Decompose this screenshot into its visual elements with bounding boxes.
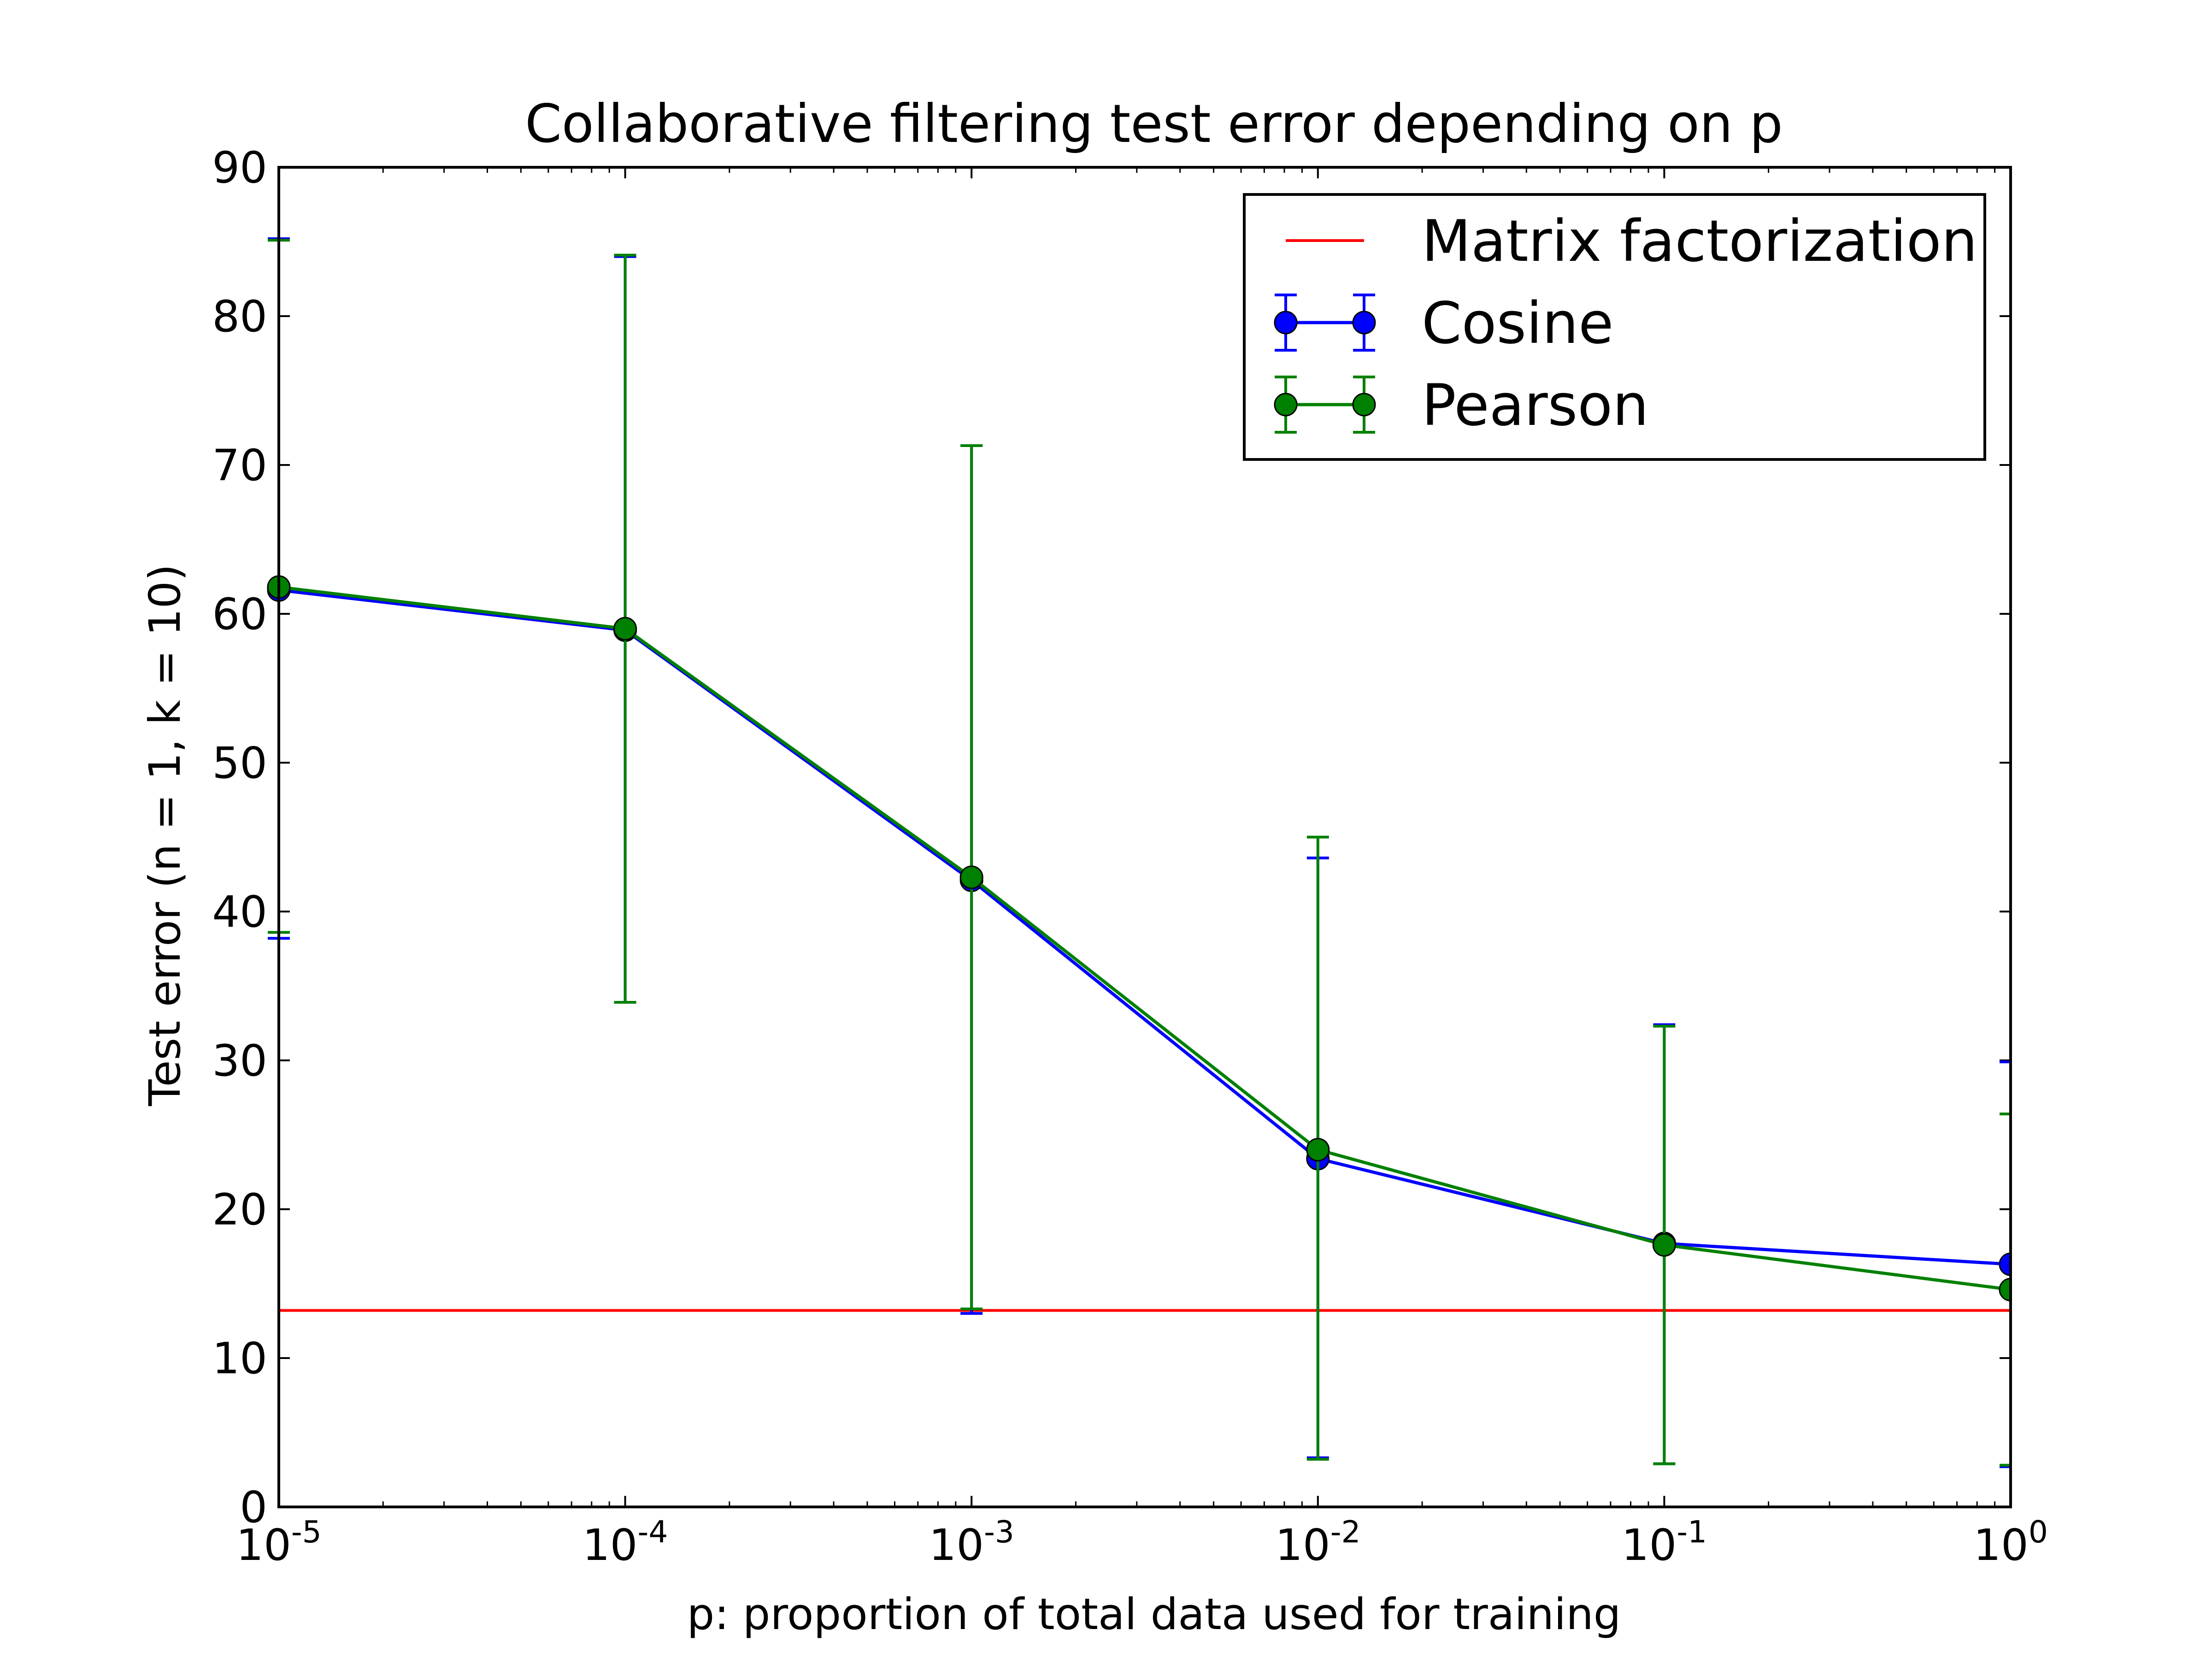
y-tick-label: 80 [212,292,267,342]
y-tick-label: 50 [212,738,267,788]
plot-frame [277,166,2012,1508]
legend: Matrix factorization Cosine Pearson [1243,193,1986,461]
x-tick-exponent: -4 [638,1514,668,1550]
legend-label-cosine: Cosine [1422,290,1613,357]
pearson-point [1652,1233,1676,1257]
y-tick-label: 20 [212,1185,267,1235]
cosine-point [1999,1253,2011,1277]
pearson-point [1999,1277,2011,1301]
legend-marker-pearson [1274,393,1298,417]
x-tick-base: 10 [1622,1520,1677,1571]
x-tick-exponent: 0 [2029,1514,2048,1550]
y-tick-label: 0 [240,1483,267,1533]
legend-label-matrix-factorization: Matrix factorization [1422,208,1977,275]
x-tick-label: 10-3 [929,1514,1014,1571]
x-tick-exponent: -2 [1330,1514,1361,1550]
chart-title: Collaborative filtering test error depen… [525,93,1783,154]
y-tick-label: 30 [212,1036,267,1086]
pearson-point [959,865,983,889]
legend-marker-cosine [1352,311,1376,335]
x-axis-label: p: proportion of total data used for tra… [687,1589,1621,1640]
legend-marker-pearson [1352,393,1376,417]
x-tick-exponent: -3 [984,1514,1014,1550]
pearson-line [278,585,2011,1291]
x-axis: 10-5 10-4 10-3 10-2 10-1 100 [236,167,2048,1571]
x-tick-base: 10 [236,1520,291,1571]
y-axis-label: Test error (n = 1, k = 10) [140,564,190,1106]
x-tick-base: 10 [1275,1520,1330,1571]
x-tick-base: 10 [582,1520,638,1571]
cosine-line [278,588,2011,1266]
x-tick-label: 10-5 [236,1514,321,1571]
x-tick-base: 10 [929,1520,984,1571]
y-tick-label: 70 [212,441,267,491]
pearson-series [267,239,2011,1467]
x-tick-exponent: -5 [291,1514,322,1550]
x-tick-label: 10-4 [582,1514,668,1571]
y-tick-label: 60 [212,589,267,640]
pearson-point [1306,1138,1330,1162]
pearson-point [613,617,637,641]
x-tick-label: 10-2 [1275,1514,1360,1571]
y-tick-label: 90 [212,143,267,193]
y-tick-label: 40 [212,887,267,937]
x-tick-label: 100 [1973,1514,2048,1571]
x-tick-exponent: -1 [1677,1514,1707,1550]
x-tick-label: 10-1 [1622,1514,1707,1571]
y-axis: 0 10 20 30 40 50 60 70 80 90 [212,143,2011,1533]
legend-label-pearson: Pearson [1422,372,1649,439]
y-tick-label: 10 [212,1334,267,1384]
x-tick-base: 10 [1973,1520,2029,1571]
legend-marker-cosine [1274,311,1298,335]
